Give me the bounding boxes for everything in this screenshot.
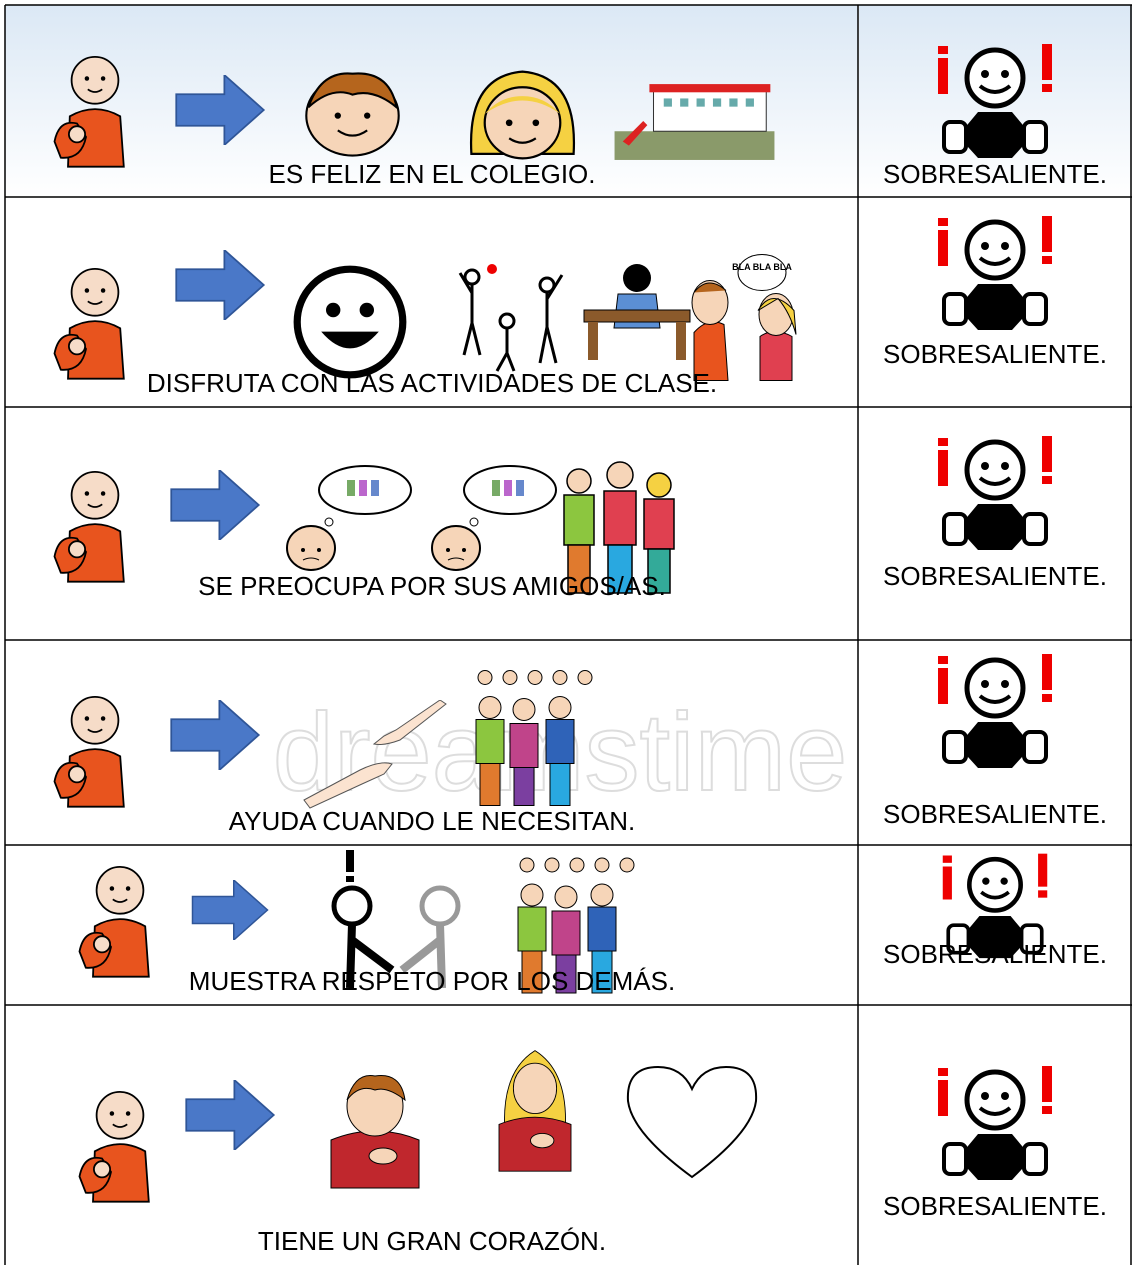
row-text: AYUDA CUANDO LE NECESITAN. (229, 806, 635, 836)
pictogram (691, 253, 797, 382)
grade-pictogram (938, 1066, 1052, 1180)
grade-text: SOBRESALIENTE. (883, 561, 1107, 591)
speech-text: BLA BLA BLA (732, 262, 792, 272)
grade-pictogram (938, 436, 1052, 550)
pictogram (286, 465, 412, 571)
grade-text: SOBRESALIENTE. (883, 159, 1107, 189)
pictogram (191, 880, 269, 940)
pictogram (305, 72, 400, 157)
pictogram (53, 470, 125, 583)
pictogram (498, 1050, 572, 1172)
grade-pictogram (938, 216, 1052, 330)
grade-text: SOBRESALIENTE. (883, 939, 1107, 969)
pictogram (78, 865, 150, 978)
grade-text: SOBRESALIENTE. (883, 1191, 1107, 1221)
grade-pictogram (938, 654, 1052, 768)
pictogram (297, 269, 403, 375)
row-text: DISFRUTA CON LAS ACTIVIDADES DE CLASE. (147, 368, 717, 398)
pictogram (431, 465, 557, 571)
pictogram (78, 1090, 150, 1203)
pictogram (185, 1080, 275, 1150)
pictogram (170, 700, 260, 770)
pictogram (53, 267, 125, 380)
pictogram (330, 1075, 420, 1189)
pictogram (583, 263, 691, 361)
row-text: ES FELIZ EN EL COLEGIO. (268, 159, 595, 189)
grade-text: SOBRESALIENTE. (883, 799, 1107, 829)
pictogram (175, 250, 265, 320)
pictogram (626, 1066, 758, 1178)
grade-text: SOBRESALIENTE. (883, 339, 1107, 369)
row-text: TIENE UN GRAN CORAZÓN. (258, 1226, 606, 1256)
pictogram (170, 470, 260, 540)
table-grid (4, 4, 1132, 1265)
pictogram (458, 262, 564, 373)
row-text: MUESTRA RESPETO POR LOS DEMÁS. (189, 966, 675, 996)
pictogram (53, 695, 125, 808)
row-text: SE PREOCUPA POR SUS AMIGOS/AS. (198, 571, 666, 601)
